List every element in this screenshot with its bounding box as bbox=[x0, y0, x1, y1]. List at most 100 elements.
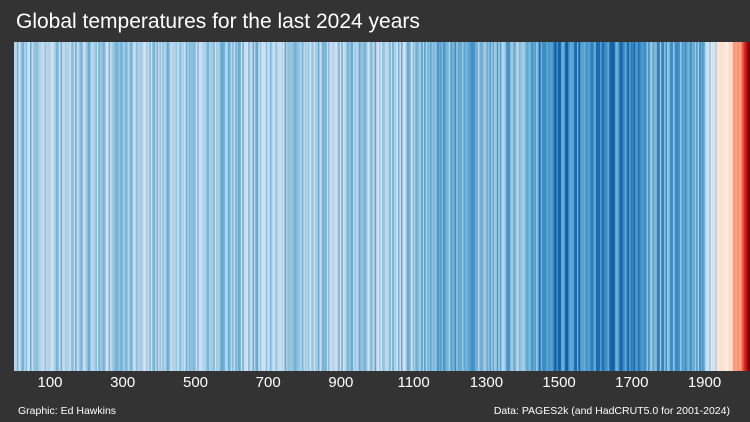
year-stripe bbox=[707, 42, 710, 371]
year-stripe bbox=[281, 42, 284, 371]
year-stripe bbox=[419, 42, 422, 371]
year-stripe bbox=[729, 42, 732, 371]
year-stripe bbox=[540, 42, 543, 371]
year-stripe bbox=[290, 42, 293, 371]
year-stripe bbox=[671, 42, 674, 371]
year-stripe bbox=[153, 42, 156, 371]
year-stripe bbox=[242, 42, 245, 371]
year-stripe bbox=[409, 42, 412, 371]
year-stripe bbox=[415, 42, 418, 371]
year-stripe bbox=[254, 42, 256, 371]
year-stripe bbox=[617, 42, 620, 371]
year-stripe bbox=[591, 42, 594, 371]
year-stripe bbox=[476, 42, 479, 371]
year-stripe bbox=[312, 42, 315, 371]
year-stripe bbox=[299, 42, 301, 371]
year-stripe bbox=[636, 42, 639, 371]
year-stripe bbox=[144, 42, 147, 371]
year-stripe bbox=[600, 42, 603, 371]
year-stripe bbox=[162, 42, 165, 371]
year-stripe bbox=[252, 42, 255, 371]
year-stripe bbox=[408, 42, 411, 371]
year-stripe bbox=[338, 42, 341, 371]
year-stripe bbox=[652, 42, 655, 371]
x-tick-label: 100 bbox=[37, 374, 63, 391]
year-stripe bbox=[518, 42, 521, 371]
year-stripe bbox=[431, 42, 434, 371]
year-stripe bbox=[444, 42, 447, 371]
year-stripe bbox=[722, 42, 725, 371]
year-stripe bbox=[710, 42, 713, 371]
year-stripe bbox=[642, 42, 645, 371]
year-stripe bbox=[446, 42, 448, 371]
year-stripe bbox=[219, 42, 221, 371]
year-stripe bbox=[462, 42, 464, 371]
year-stripe bbox=[206, 42, 208, 371]
year-stripe bbox=[502, 42, 505, 371]
year-stripe bbox=[155, 42, 157, 371]
year-stripe bbox=[332, 42, 335, 371]
year-stripe bbox=[556, 42, 559, 371]
year-stripe bbox=[374, 42, 377, 371]
year-stripe bbox=[296, 42, 299, 371]
year-stripe bbox=[46, 42, 48, 371]
year-stripe bbox=[91, 42, 93, 371]
year-stripe bbox=[223, 42, 226, 371]
year-stripe bbox=[450, 42, 453, 371]
year-stripe bbox=[249, 42, 252, 371]
year-stripe bbox=[485, 42, 488, 371]
year-stripe bbox=[38, 42, 41, 371]
year-stripe bbox=[448, 42, 451, 371]
year-stripe bbox=[479, 42, 482, 371]
year-stripe bbox=[483, 42, 486, 371]
year-stripe bbox=[696, 42, 699, 371]
year-stripe bbox=[368, 42, 371, 371]
year-stripe bbox=[427, 42, 429, 371]
year-stripe bbox=[86, 42, 89, 371]
year-stripe bbox=[258, 42, 261, 371]
year-stripe bbox=[533, 42, 536, 371]
year-stripe bbox=[459, 42, 461, 371]
year-stripe bbox=[494, 42, 496, 371]
year-stripe bbox=[367, 42, 370, 371]
year-stripe bbox=[553, 42, 556, 371]
year-stripe bbox=[512, 42, 515, 371]
year-stripe bbox=[649, 42, 652, 371]
year-stripe bbox=[82, 42, 85, 371]
year-stripe bbox=[136, 42, 139, 371]
year-stripe bbox=[376, 42, 379, 371]
year-stripe bbox=[482, 42, 485, 371]
year-stripe bbox=[304, 42, 307, 371]
year-stripe bbox=[246, 42, 249, 371]
year-stripe bbox=[56, 42, 59, 371]
year-stripe bbox=[542, 42, 544, 371]
year-stripe bbox=[207, 42, 210, 371]
year-stripe bbox=[726, 42, 729, 371]
year-stripe bbox=[620, 42, 623, 371]
year-stripe bbox=[28, 42, 31, 371]
year-stripe bbox=[280, 42, 283, 371]
year-stripe bbox=[608, 42, 611, 371]
year-stripe bbox=[102, 42, 105, 371]
year-stripe bbox=[515, 42, 518, 371]
year-stripe bbox=[351, 42, 354, 371]
year-stripe bbox=[748, 42, 750, 371]
year-stripe bbox=[79, 42, 82, 371]
year-stripe bbox=[421, 42, 424, 371]
stripes-svg bbox=[14, 42, 750, 371]
year-stripe bbox=[123, 42, 125, 371]
year-stripe bbox=[174, 42, 176, 371]
year-stripe bbox=[118, 42, 121, 371]
year-stripe bbox=[319, 42, 322, 371]
year-stripe bbox=[32, 42, 35, 371]
year-stripe bbox=[363, 42, 365, 371]
year-stripe bbox=[403, 42, 406, 371]
year-stripe bbox=[562, 42, 565, 371]
year-stripe bbox=[64, 42, 67, 371]
year-stripe bbox=[322, 42, 325, 371]
year-stripe bbox=[402, 42, 405, 371]
year-stripe bbox=[108, 42, 111, 371]
year-stripe bbox=[683, 42, 685, 371]
year-stripe bbox=[220, 42, 223, 371]
year-stripe bbox=[406, 42, 409, 371]
